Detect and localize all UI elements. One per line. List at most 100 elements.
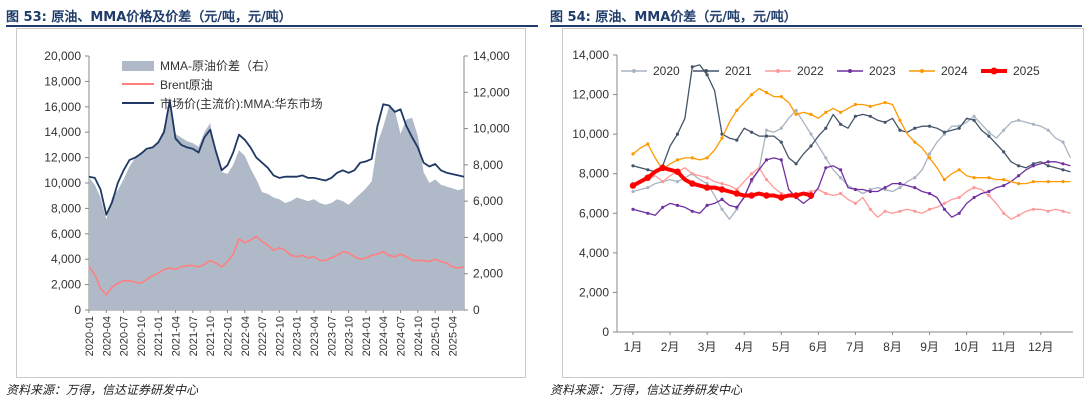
series-2022-point [853,201,857,205]
x-tick-label: 2023-07 [326,316,338,356]
series-2023-point [987,189,991,194]
legend-marker-2020 [632,69,636,73]
y-left-tick-label: 0 [74,303,81,317]
y-left-tick-label: 2,000 [51,278,81,292]
x-tick-label: 3月 [698,340,717,354]
series-2023-point [942,207,946,211]
y-left-tick-label: 20,000 [44,49,81,63]
series-2022-point [928,207,932,211]
x-tick-label: 2020-01 [84,316,96,356]
series-2023-point [957,211,961,215]
series-2023-point [705,203,709,207]
legend-marker-2025 [990,67,998,75]
left-figure-label: 图 53: [6,10,47,25]
series-2021-point [705,73,709,77]
series-2025-point [763,192,770,199]
series-2025-point [807,192,815,199]
series-2021-point [1061,168,1065,172]
legend-swatch-spread [122,61,154,71]
right-title-text: 原油、MMA价差（元/吨，元/吨） [595,10,797,25]
series-2023-point [690,209,694,213]
series-2022-point [750,172,754,176]
legend-label-mma: 市场价(主流价):MMA:华东市场 [160,96,323,111]
x-tick-label: 2022-04 [240,316,252,356]
series-2023-point [750,178,754,182]
right-source: 资料来源：万得，信达证券研发中心 [550,383,743,397]
series-2020-point [1002,128,1006,132]
series-2020-point [839,176,843,180]
x-tick-label: 2022-10 [274,316,286,356]
series-2022-point [1061,209,1065,213]
legend-marker-2021 [704,69,708,73]
series-2020-point [794,108,798,112]
series-2020-point [913,176,917,180]
series-2024-point [1031,180,1035,184]
series-2021-point [839,122,843,126]
legend-marker-2023 [848,69,852,73]
series-2024-point [942,178,946,182]
x-tick-label: 2020-10 [136,316,148,356]
series-2023-point [1061,162,1065,166]
series-2025-point [659,164,666,171]
series-2024-point [898,118,902,122]
series-2022-point [1002,211,1006,215]
series-2021-point [928,124,932,128]
x-tick-label: 2024-07 [396,316,408,356]
series-2023-point [1002,184,1006,188]
x-tick-label: 2023-01 [292,316,304,356]
series-2021-point [868,114,872,118]
series-2024-point [883,100,887,105]
y-left-tick-label: 10,000 [44,176,81,190]
x-tick-label: 2023-10 [344,316,356,356]
series-2024-point [957,168,961,172]
y-tick-label: 10,000 [572,127,609,141]
series-2024-point [675,158,680,162]
x-tick-label: 2021-04 [171,316,183,356]
series-2020-point [1046,128,1050,132]
series-2021-point [824,126,828,130]
series-2023-point [720,197,724,201]
series-2024-point [794,112,798,116]
series-2021-point [1046,164,1050,168]
series-2024-point [1046,180,1050,184]
series-2021-point [646,168,650,172]
series-2021-point [1017,164,1021,168]
series-2025-point [733,190,740,197]
series-2023-point [1031,164,1035,168]
series-2024-point [824,110,828,114]
series-2021-point [972,118,976,122]
series-2021-point [957,126,961,130]
left-panel-title: 图 53: 原油、MMA价格及价差（元/吨，元/吨） [6,6,292,25]
y-left-tick-label: 12,000 [44,151,81,165]
series-2020-point [631,189,635,194]
series-2020-point [972,114,976,118]
y-tick-label: 14,000 [572,48,609,62]
series-2023-point [853,187,857,192]
series-brent-line [88,235,465,296]
series-2023-point [824,166,828,170]
series-2023-point [764,158,769,162]
series-2023-point [675,203,680,207]
series-2021-point [631,164,635,168]
series-2022-point [809,189,813,194]
x-tick-label: 2024-04 [378,316,390,356]
series-2024-point [764,91,769,95]
series-2024-point [1061,180,1065,184]
right-figure-label: 图 54: [550,10,591,25]
series-2020-point [987,130,991,134]
x-tick-label: 2024-10 [413,316,425,356]
y-right-tick-label: 4,000 [473,230,503,244]
series-2024-point [779,95,783,99]
series-2025-point [748,192,755,199]
series-2021-point [750,130,754,134]
series-2024-point [868,104,872,108]
left-title-text: 原油、MMA价格及价差（元/吨，元/吨） [51,10,292,25]
series-2020-point [675,180,680,184]
series-2025-point [703,184,711,191]
series-2024-point [972,176,976,180]
x-tick-label: 6月 [809,340,828,354]
series-2021-point [898,128,902,132]
x-tick-label: 2020-04 [101,316,113,356]
series-2021-point [735,138,739,142]
series-2022-point [705,176,709,180]
